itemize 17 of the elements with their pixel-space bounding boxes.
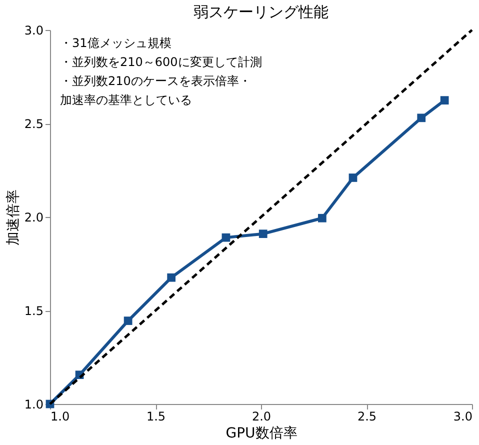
y-tick-label: 1.0	[24, 398, 44, 412]
annotation: 加速率の基準としている	[60, 93, 192, 107]
x-tick-label: 2.0	[252, 410, 272, 424]
annotation: ・並列数を210～600に変更して計測	[60, 55, 262, 69]
y-tick-label: 3.0	[24, 24, 44, 38]
x-tick-label: 1.5	[146, 410, 166, 424]
annotation: ・並列数210のケースを表示倍率・	[60, 74, 251, 88]
annotation: ・31億メッシュ規模	[60, 36, 172, 50]
x-tick-label: 1.0	[50, 410, 70, 424]
y-tick-label: 1.5	[24, 304, 44, 318]
chart-title: 弱スケーリング性能	[194, 3, 328, 21]
x-tick-label: 3.0	[453, 410, 472, 424]
y-axis-title: 加速倍率	[5, 190, 22, 246]
y-tick-label: 2.0	[24, 210, 44, 224]
x-axis-title: GPU数倍率	[226, 426, 298, 442]
x-tick-label: 2.5	[357, 410, 377, 424]
y-tick-label: 2.5	[24, 117, 44, 131]
